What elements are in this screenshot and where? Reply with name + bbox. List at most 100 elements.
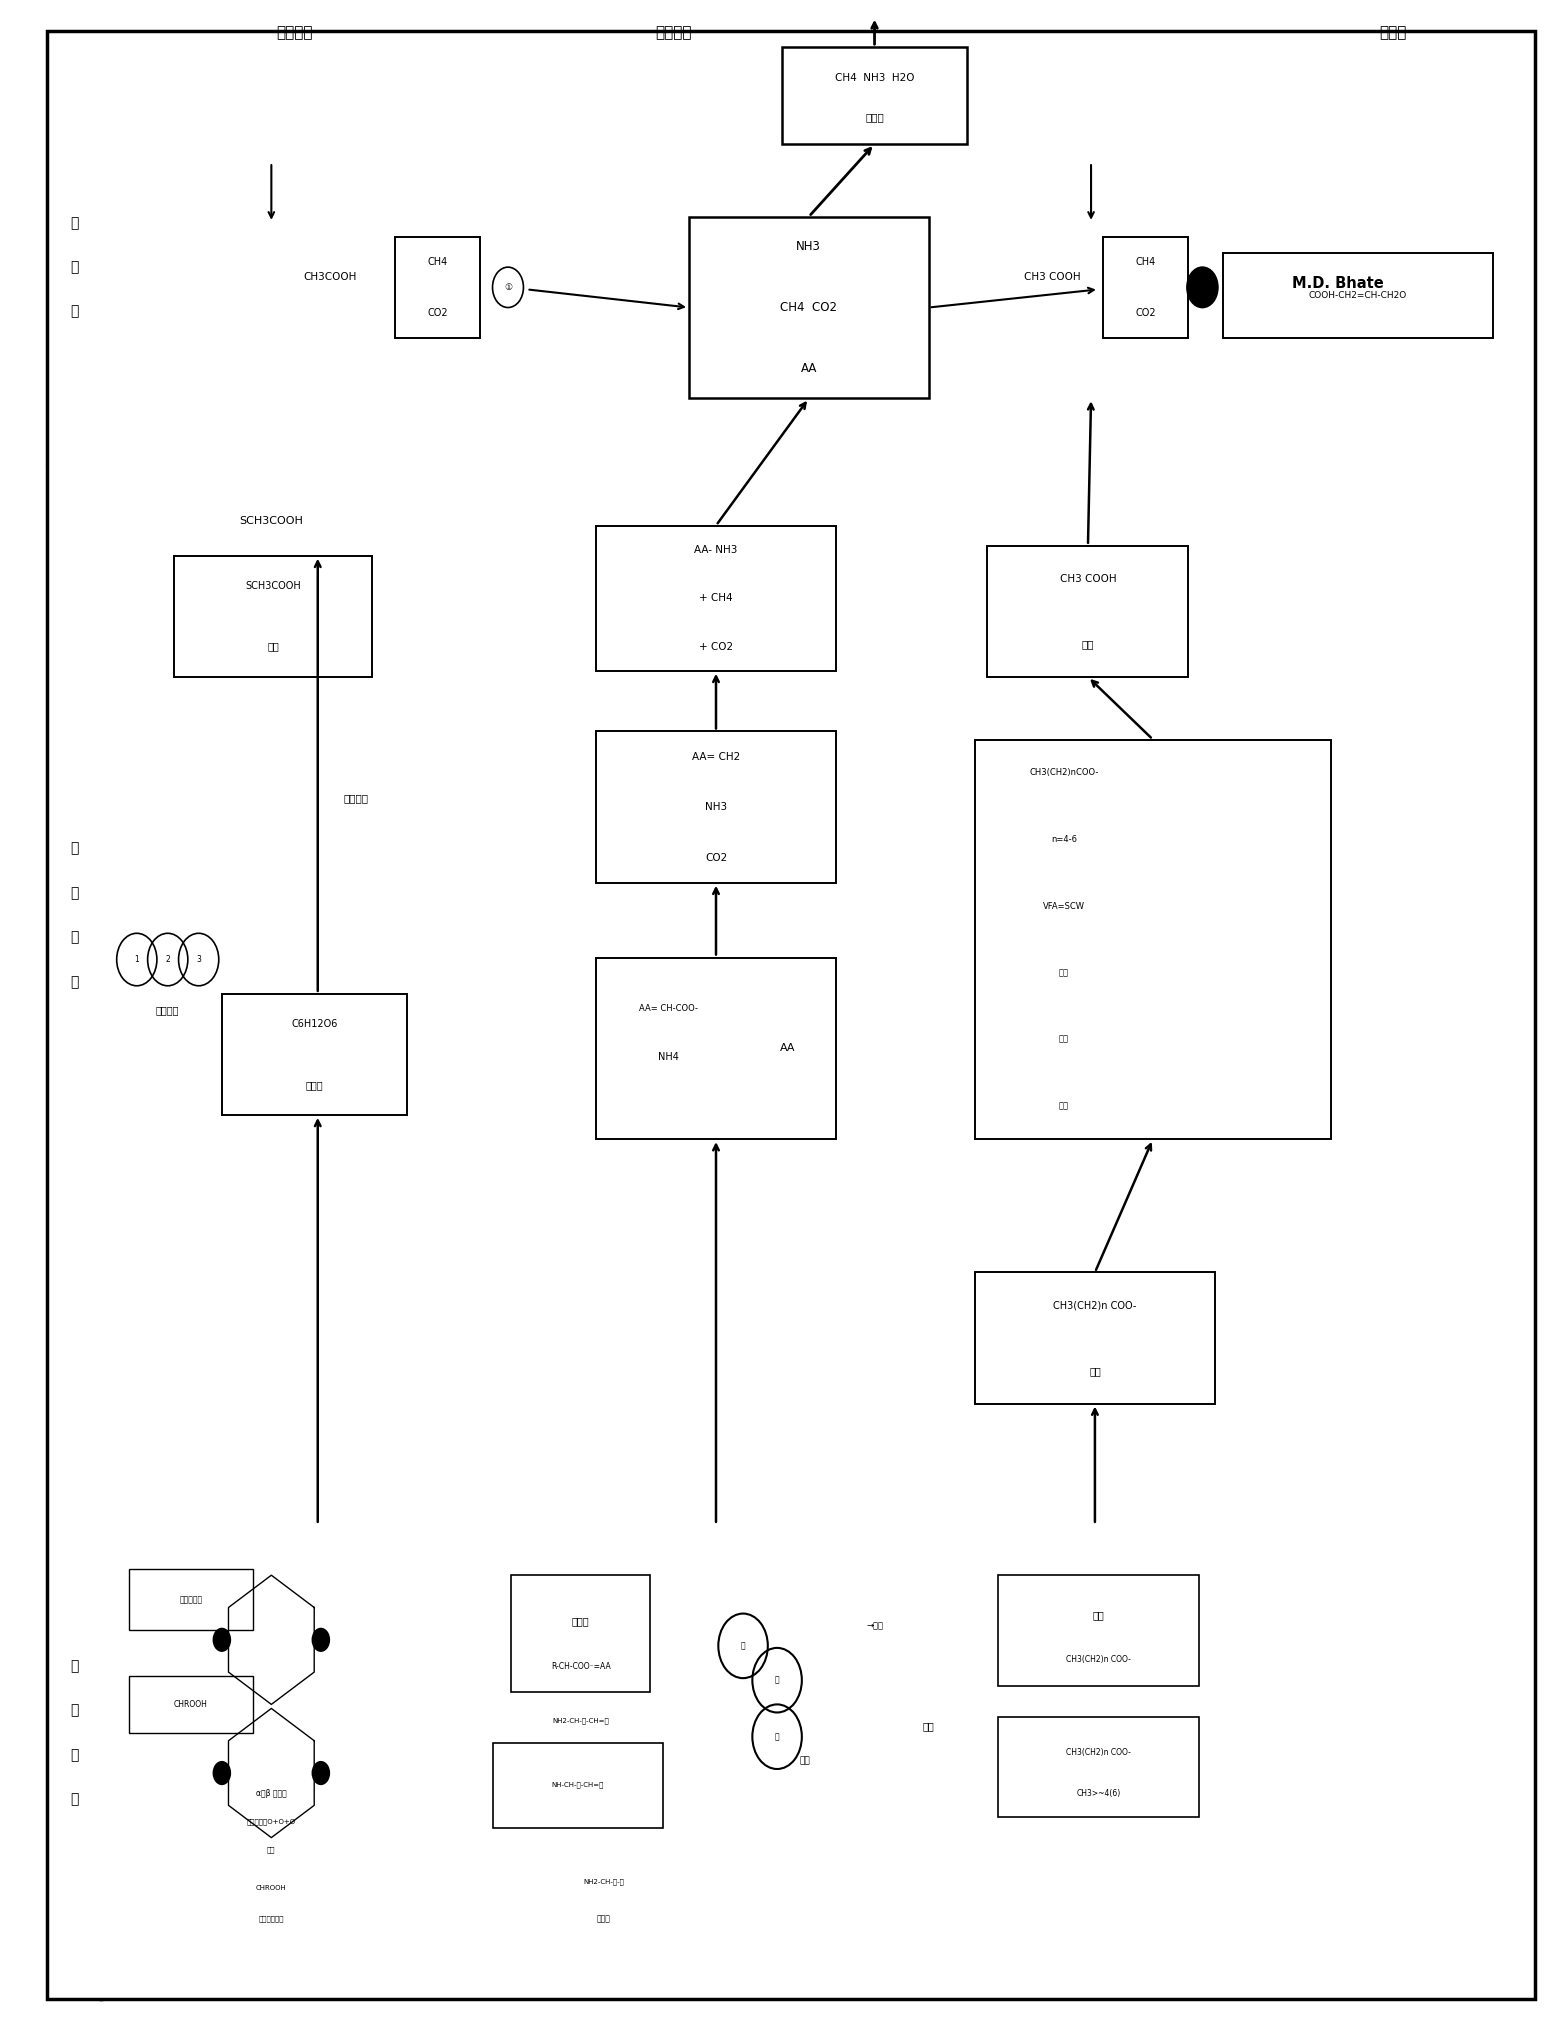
FancyBboxPatch shape [1104, 236, 1189, 337]
Text: 脂肪: 脂肪 [923, 1721, 935, 1731]
Text: 水解作用: 水解作用 [276, 26, 313, 40]
Text: 等等: 等等 [268, 1846, 276, 1852]
Text: 酶: 酶 [776, 1677, 779, 1685]
Text: 乙酸: 乙酸 [1059, 968, 1070, 978]
FancyBboxPatch shape [221, 994, 407, 1115]
Text: VFA=SCW: VFA=SCW [1043, 901, 1085, 911]
Text: NH2-CH-圈-CH=圈: NH2-CH-圈-CH=圈 [553, 1717, 608, 1723]
Circle shape [212, 1761, 231, 1786]
Text: AA= CH-COO-: AA= CH-COO- [639, 1004, 698, 1012]
Text: M.D. Bhate: M.D. Bhate [1293, 277, 1384, 291]
Text: 直接转化: 直接转化 [344, 794, 368, 804]
FancyBboxPatch shape [975, 739, 1331, 1139]
FancyBboxPatch shape [988, 545, 1189, 677]
Text: 化: 化 [71, 305, 79, 319]
Text: 酸在比反应斯: 酸在比反应斯 [259, 1915, 285, 1921]
Text: 脂肪: 脂肪 [1093, 1610, 1105, 1620]
Text: n=4-6: n=4-6 [1051, 834, 1077, 844]
FancyBboxPatch shape [596, 731, 836, 883]
Text: CH3 COOH: CH3 COOH [1060, 574, 1116, 584]
Text: 甲烷化: 甲烷化 [1379, 26, 1406, 40]
Text: 蛋白质: 蛋白质 [571, 1616, 590, 1626]
Text: 氨基: 氨基 [800, 1757, 810, 1765]
Text: 烷: 烷 [71, 261, 79, 275]
FancyBboxPatch shape [689, 216, 929, 398]
Text: CH4: CH4 [427, 257, 447, 267]
FancyBboxPatch shape [492, 1743, 663, 1828]
Text: 厌氧发酵: 厌氧发酵 [655, 26, 692, 40]
Text: + CH4: + CH4 [700, 594, 732, 604]
Text: CH3(CH2)nCOO-: CH3(CH2)nCOO- [1029, 768, 1099, 778]
Text: CHROOH: CHROOH [173, 1701, 207, 1709]
Text: 作: 作 [71, 1747, 79, 1761]
Text: 甲: 甲 [71, 216, 79, 230]
Text: CH3(CH2)n COO-: CH3(CH2)n COO- [1053, 1301, 1136, 1311]
Text: NH-CH-圈-CH=圈: NH-CH-圈-CH=圈 [551, 1782, 604, 1788]
Text: 稳鲁: 稳鲁 [1082, 638, 1094, 648]
Text: COOH-CH2=CH-CH2O: COOH-CH2=CH-CH2O [1308, 291, 1407, 299]
Text: 酶: 酶 [741, 1642, 746, 1650]
Text: 碳水化合物: 碳水化合物 [180, 1596, 203, 1604]
Text: 乳酸: 乳酸 [1059, 1101, 1070, 1111]
Text: 氨基酸: 氨基酸 [598, 1913, 611, 1923]
Text: 丙酸: 丙酸 [1090, 1366, 1101, 1376]
FancyBboxPatch shape [596, 525, 836, 671]
FancyBboxPatch shape [173, 556, 372, 677]
Text: 稳鲁: 稳鲁 [266, 642, 279, 652]
Text: NH3: NH3 [704, 802, 728, 812]
Text: 3: 3 [197, 955, 201, 964]
Circle shape [1187, 267, 1218, 307]
Text: + CO2: + CO2 [700, 642, 734, 652]
Text: 其合物包含O+O+O: 其合物包含O+O+O [246, 1818, 296, 1824]
Text: NH3: NH3 [796, 240, 822, 252]
Text: 丙酸氢: 丙酸氢 [307, 1079, 324, 1089]
Text: ①: ① [505, 283, 512, 291]
Text: CH3(CH2)n COO-: CH3(CH2)n COO- [1067, 1656, 1132, 1664]
Text: 发: 发 [71, 931, 79, 943]
Text: CH3COOH: CH3COOH [303, 273, 356, 283]
Text: 酵: 酵 [71, 976, 79, 988]
Text: CH4  NH3  H2O: CH4 NH3 H2O [834, 73, 915, 83]
Text: 酶: 酶 [776, 1733, 779, 1741]
Text: AA- NH3: AA- NH3 [695, 545, 738, 556]
Text: CHROOH: CHROOH [255, 1885, 286, 1891]
FancyBboxPatch shape [46, 30, 1536, 2000]
FancyBboxPatch shape [395, 236, 480, 337]
Text: α及β 键连接: α及β 键连接 [255, 1790, 286, 1798]
FancyBboxPatch shape [511, 1576, 650, 1693]
FancyBboxPatch shape [1223, 252, 1494, 337]
Circle shape [311, 1628, 330, 1652]
Text: （许多）: （许多） [156, 1006, 180, 1014]
Text: CO2: CO2 [1136, 307, 1156, 317]
Text: 用: 用 [71, 1792, 79, 1806]
Text: CH4  CO2: CH4 CO2 [780, 301, 837, 313]
Text: R-CH-COO⁻=AA: R-CH-COO⁻=AA [551, 1662, 610, 1671]
Text: 氧: 氧 [71, 887, 79, 901]
Text: CH4: CH4 [1136, 257, 1156, 267]
FancyBboxPatch shape [998, 1576, 1200, 1687]
Text: NH4: NH4 [658, 1052, 678, 1063]
Text: CO2: CO2 [704, 852, 728, 863]
Text: →等等: →等等 [867, 1622, 884, 1630]
Text: AA= CH2: AA= CH2 [692, 751, 740, 762]
Text: CO2: CO2 [427, 307, 447, 317]
FancyBboxPatch shape [128, 1570, 252, 1630]
Text: 丁酸: 丁酸 [1059, 1034, 1070, 1044]
Text: CH3(CH2)n COO-: CH3(CH2)n COO- [1067, 1749, 1132, 1757]
Text: NH2-CH-圈-圈: NH2-CH-圈-圈 [584, 1879, 624, 1885]
Text: SCH3COOH: SCH3COOH [240, 517, 303, 527]
FancyBboxPatch shape [596, 957, 836, 1139]
Circle shape [212, 1628, 231, 1652]
Text: 1: 1 [135, 955, 139, 964]
Text: C6H12O6: C6H12O6 [291, 1020, 337, 1028]
Text: 厌: 厌 [71, 842, 79, 856]
Text: 解: 解 [71, 1703, 79, 1717]
Text: SCH3COOH: SCH3COOH [245, 582, 300, 592]
FancyBboxPatch shape [975, 1273, 1215, 1404]
Text: AA: AA [780, 1044, 796, 1052]
Circle shape [311, 1761, 330, 1786]
Text: CH3 COOH: CH3 COOH [1025, 273, 1081, 283]
FancyBboxPatch shape [998, 1717, 1200, 1818]
Text: 2: 2 [166, 955, 170, 964]
Text: 水: 水 [71, 1658, 79, 1673]
